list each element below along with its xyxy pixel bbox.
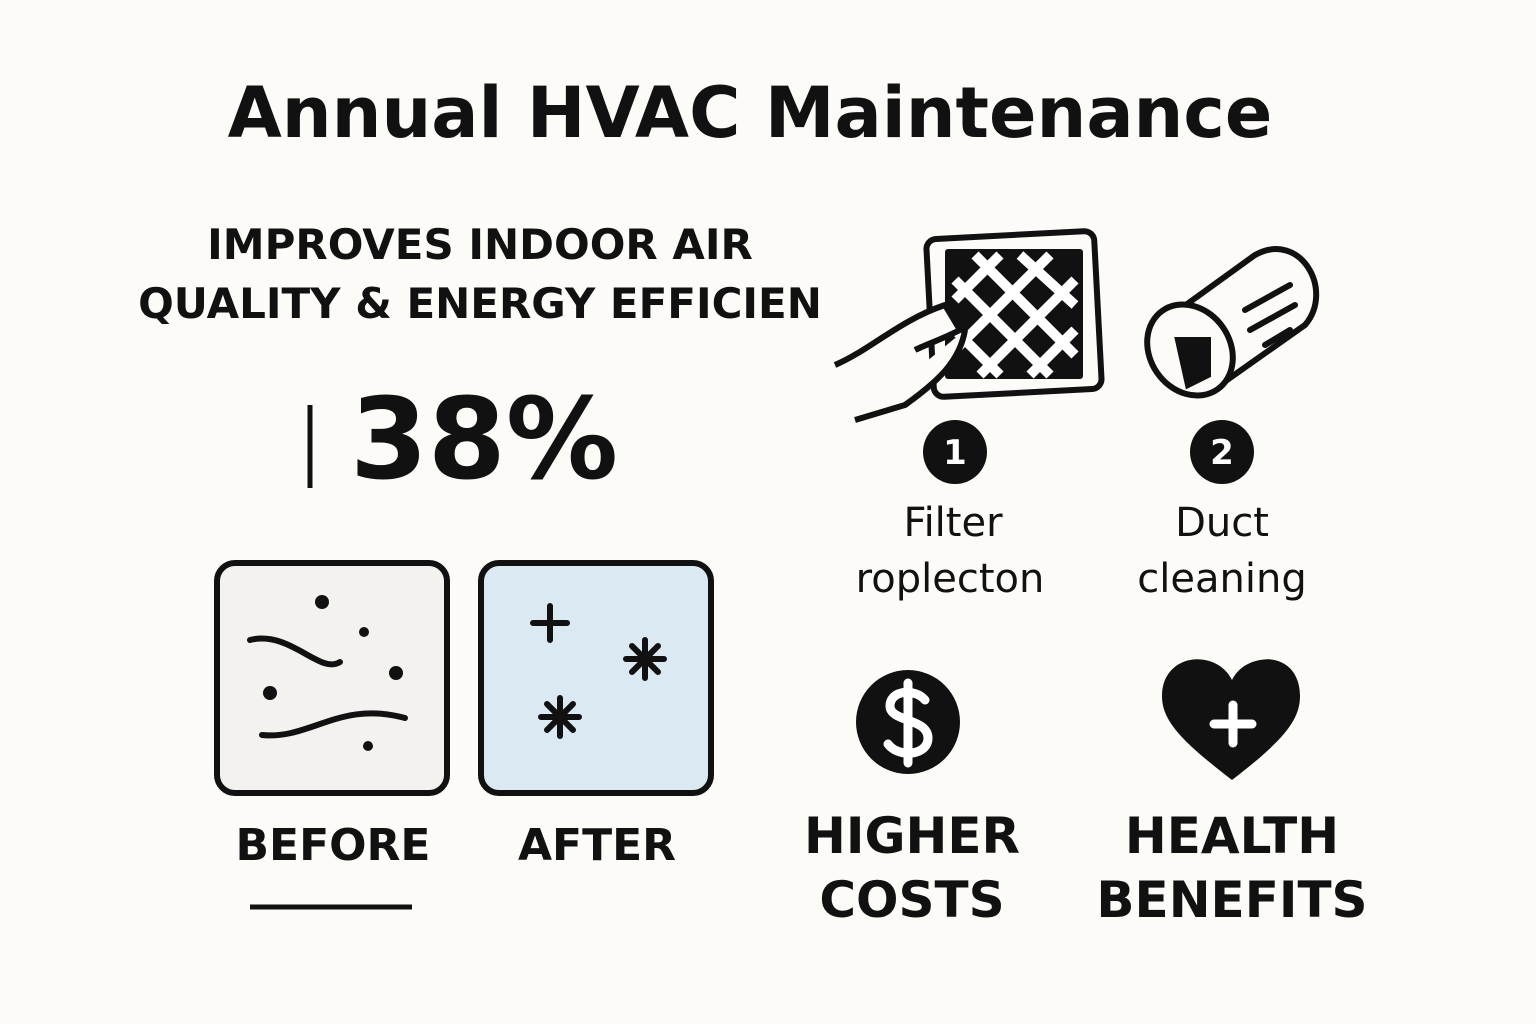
step-label: Filter [903, 500, 1003, 546]
step-number: 1 [943, 433, 967, 473]
subtitle-line: IMPROVES INDOOR AIR [207, 220, 753, 269]
dollar-icon [856, 670, 960, 774]
outcome-label: COSTS [819, 871, 1004, 929]
duct-icon [1144, 246, 1320, 399]
step-badge [923, 420, 987, 484]
outcome-label: HIGHER [804, 807, 1020, 865]
subtitle-line: QUALITY & ENERGY EFFICIEN [138, 279, 822, 328]
stat: 38% [350, 375, 618, 505]
before-panel [214, 560, 450, 796]
after-panel [478, 560, 714, 796]
heart-icon [1162, 659, 1300, 780]
step-label: roplecton [856, 556, 1045, 602]
step-number: 2 [1210, 433, 1234, 473]
step-badge [1190, 420, 1254, 484]
outcome-label: BENEFITS [1096, 871, 1367, 929]
step-label: Duct [1175, 500, 1269, 546]
filter-icon [833, 228, 1105, 423]
step-label: cleaning [1137, 556, 1306, 602]
after-label: AFTER [518, 820, 676, 871]
title: Annual HVAC Maintenance [228, 72, 1273, 154]
outcome-label: HEALTH [1125, 807, 1339, 865]
before-label: BEFORE [236, 820, 431, 871]
